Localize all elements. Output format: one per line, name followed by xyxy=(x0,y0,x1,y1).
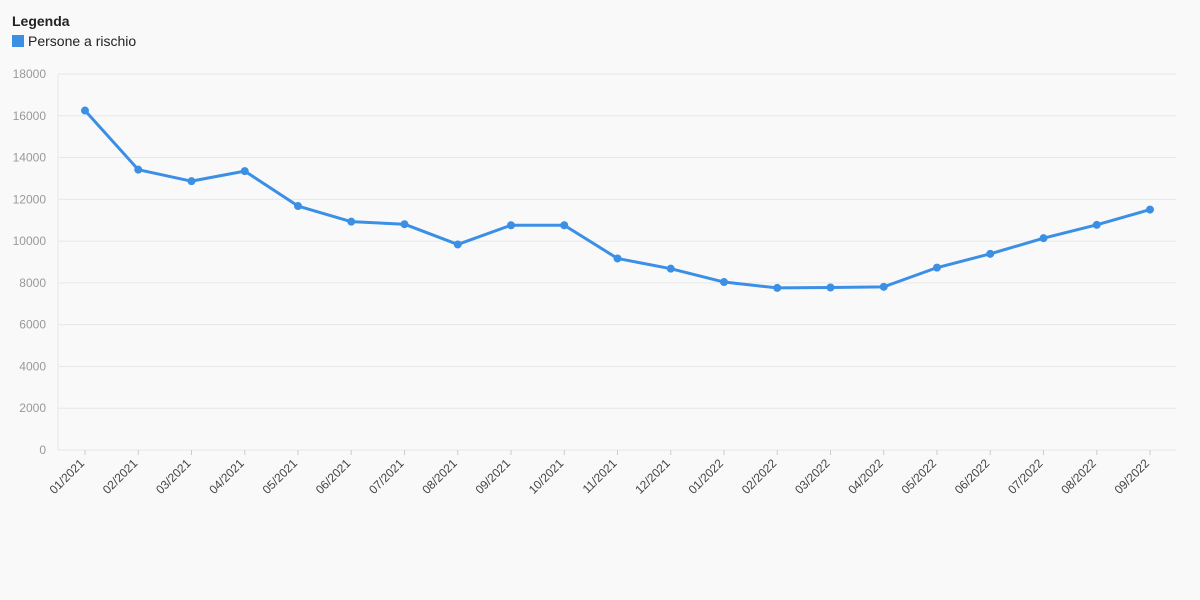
x-tick-label: 02/2022 xyxy=(739,456,780,497)
legend-swatch xyxy=(12,35,24,47)
x-tick-label: 08/2022 xyxy=(1058,456,1099,497)
y-tick-label: 12000 xyxy=(13,192,47,206)
x-axis: 01/2021 02/2021 03/2021 04/2021 05/2021 06/20… xyxy=(47,450,1153,497)
data-point[interactable] xyxy=(187,177,196,186)
x-tick-label: 03/2021 xyxy=(153,456,194,497)
x-tick-label: 07/2022 xyxy=(1005,456,1046,497)
data-point[interactable] xyxy=(400,220,409,229)
data-point[interactable] xyxy=(560,221,569,230)
x-tick-label: 12/2021 xyxy=(632,456,673,497)
data-point[interactable] xyxy=(1146,205,1154,214)
data-point[interactable] xyxy=(773,283,782,292)
data-point[interactable] xyxy=(933,263,941,272)
x-tick-label: 09/2022 xyxy=(1112,456,1153,497)
data-point[interactable] xyxy=(81,106,89,115)
legend: Legenda Persone a rischio xyxy=(12,12,136,49)
data-point[interactable] xyxy=(240,167,249,176)
x-tick-label: 10/2021 xyxy=(526,456,567,497)
x-tick-label: 05/2022 xyxy=(899,456,940,497)
x-tick-label: 03/2022 xyxy=(792,456,833,497)
x-tick-label: 04/2021 xyxy=(206,456,247,497)
data-point[interactable] xyxy=(1039,234,1048,243)
x-tick-label: 06/2022 xyxy=(952,456,993,497)
data-point[interactable] xyxy=(879,282,888,291)
legend-title: Legenda xyxy=(12,13,70,29)
x-tick-label: 08/2021 xyxy=(419,456,460,497)
x-tick-label: 01/2022 xyxy=(686,456,727,497)
x-tick-label: 05/2021 xyxy=(260,456,301,497)
x-tick-label: 01/2021 xyxy=(47,456,88,497)
data-point[interactable] xyxy=(720,278,728,287)
x-tick-label: 11/2021 xyxy=(580,456,620,496)
y-tick-label: 10000 xyxy=(13,234,47,248)
y-tick-label: 14000 xyxy=(13,151,47,165)
x-tick-label: 06/2021 xyxy=(313,456,354,497)
data-point[interactable] xyxy=(134,165,143,174)
data-point[interactable] xyxy=(1092,220,1101,229)
data-point[interactable] xyxy=(826,283,835,292)
y-tick-label: 0 xyxy=(39,443,46,457)
data-point[interactable] xyxy=(453,240,462,249)
data-point[interactable] xyxy=(613,254,622,263)
y-tick-label: 4000 xyxy=(19,359,46,373)
y-tick-label: 18000 xyxy=(13,67,47,81)
legend-label: Persone a rischio xyxy=(28,33,137,49)
x-tick-label: 02/2021 xyxy=(100,456,141,497)
y-axis: 0 2000 4000 6000 8000 10000 12000 14000 16000 180… xyxy=(13,67,47,457)
data-point[interactable] xyxy=(507,221,515,230)
y-tick-label: 2000 xyxy=(19,401,46,415)
y-tick-label: 16000 xyxy=(13,109,47,123)
data-point[interactable] xyxy=(666,264,675,273)
data-point[interactable] xyxy=(347,217,356,226)
y-tick-label: 6000 xyxy=(19,318,46,332)
x-tick-label: 04/2022 xyxy=(845,456,886,497)
data-point[interactable] xyxy=(986,249,995,258)
x-tick-label: 09/2021 xyxy=(473,456,514,497)
y-tick-label: 8000 xyxy=(19,276,46,290)
data-point[interactable] xyxy=(294,202,302,211)
x-tick-label: 07/2021 xyxy=(366,456,407,497)
legend-item-persone-a-rischio[interactable]: Persone a rischio xyxy=(12,33,136,49)
series-group xyxy=(81,106,1154,292)
